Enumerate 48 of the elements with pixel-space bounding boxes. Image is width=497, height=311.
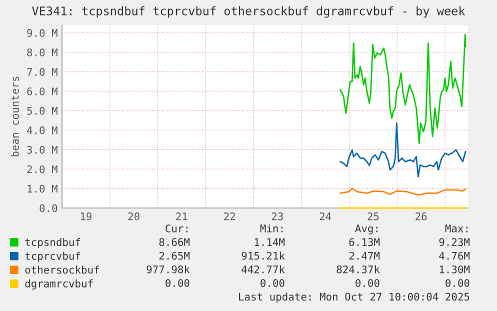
text: Last update: Mon Oct 27 10:00:04 2025 bbox=[239, 292, 470, 303]
text: Avg: bbox=[355, 224, 378, 234]
line-series bbox=[339, 188, 466, 196]
y-tick-label: 1.0 M bbox=[28, 184, 58, 193]
text: 915.21k bbox=[242, 252, 285, 260]
x-tick-label: 22 bbox=[224, 212, 235, 220]
line-series bbox=[339, 122, 466, 178]
text: 0.00 bbox=[446, 279, 470, 287]
text: 977.98k bbox=[146, 265, 190, 274]
text: 8.66M bbox=[159, 238, 190, 246]
text: 2.65M bbox=[159, 252, 190, 260]
text: 442.77k bbox=[242, 265, 285, 274]
text: 1.14M bbox=[254, 238, 285, 246]
text: 2.47M bbox=[349, 252, 380, 260]
y-tick-label: 4.0 M bbox=[26, 126, 58, 134]
legend-label: tcpsndbuf bbox=[25, 238, 80, 248]
text: 6.13M bbox=[349, 238, 380, 246]
text: 0.00 bbox=[356, 279, 380, 287]
legend-label: othersockbuf bbox=[25, 266, 99, 274]
y-axis-title: bean counters bbox=[10, 76, 19, 156]
text: 0.00 bbox=[166, 279, 190, 287]
x-tick-label: 19 bbox=[80, 212, 92, 220]
x-tick-label: 20 bbox=[128, 212, 140, 220]
y-tick-label: 8.0 M bbox=[27, 48, 58, 56]
y-tick-label: 2.0 M bbox=[27, 165, 58, 174]
chart-title: VE341: tcpsndbuf tcprcvbuf othersockbuf dgramrcvbuf - by week bbox=[32, 6, 466, 18]
text: 4.76M bbox=[439, 252, 470, 260]
x-tick-label: 26 bbox=[416, 212, 427, 220]
text: 1.30M bbox=[440, 265, 470, 274]
y-tick-label: 6.0 M bbox=[27, 87, 58, 96]
text: Cur: bbox=[166, 224, 188, 232]
legend-label: dgramrcvbuf bbox=[25, 279, 93, 290]
y-tick-label: 7.0 M bbox=[27, 68, 58, 76]
y-tick-label: 3.0 M bbox=[27, 146, 58, 154]
x-tick-label: 21 bbox=[176, 212, 188, 220]
legend-label: tcprcvbuf bbox=[25, 252, 80, 262]
x-tick-label: 23 bbox=[272, 212, 283, 220]
y-tick-label: 0.0 bbox=[40, 204, 58, 212]
y-tick-label: 9.0 M bbox=[27, 29, 58, 37]
text: 0.00 bbox=[260, 279, 284, 287]
y-tick-label: 5.0 M bbox=[27, 106, 58, 115]
text: Max: bbox=[445, 224, 468, 232]
x-tick-label: 25 bbox=[368, 212, 379, 220]
x-tick-label: 24 bbox=[320, 212, 332, 220]
text: 9.23M bbox=[439, 238, 470, 246]
text: 824.37k bbox=[336, 265, 380, 274]
text: Min: bbox=[260, 224, 282, 232]
line-series bbox=[339, 34, 466, 144]
